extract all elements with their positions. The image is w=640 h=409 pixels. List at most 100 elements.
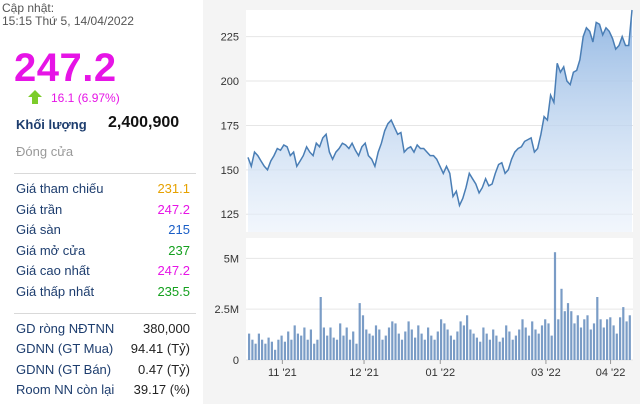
volume-value: 2,400,900 bbox=[108, 114, 180, 131]
volume-bar bbox=[524, 327, 527, 360]
stat-label: Giá tham chiếu bbox=[16, 181, 104, 196]
volume-bar bbox=[329, 327, 332, 360]
volume-bar bbox=[537, 333, 540, 360]
volume-bar bbox=[427, 327, 430, 360]
quote-panel: Cập nhật: 15:15 Thứ 5, 14/04/2022 247.2 … bbox=[0, 0, 200, 404]
volume-bar bbox=[547, 323, 550, 360]
volume-bar bbox=[293, 325, 296, 360]
stat-value: 247.2 bbox=[157, 201, 190, 217]
volume-bar bbox=[596, 297, 599, 360]
volume-bar bbox=[518, 329, 521, 360]
stat-label: Giá mở cửa bbox=[16, 242, 86, 258]
volume-bar bbox=[404, 331, 407, 360]
volume-bar bbox=[391, 321, 394, 360]
volume-bar bbox=[361, 315, 365, 360]
x-tick-label: 12 '21 bbox=[349, 367, 379, 379]
volume-bar bbox=[482, 327, 485, 360]
volume-bar bbox=[456, 331, 459, 360]
volume-bar bbox=[374, 325, 378, 360]
stat-value: 247.2 bbox=[157, 263, 190, 279]
volume-bar bbox=[534, 329, 537, 360]
chart-panel: 125 150 175 200 225 0 2.5M 5M 11 '21 12 '21 01 '22… bbox=[203, 0, 640, 404]
volume-bar bbox=[459, 321, 462, 360]
price-area bbox=[248, 10, 632, 232]
volume-bar bbox=[563, 311, 566, 360]
volume-bar bbox=[283, 341, 286, 360]
volume-bar bbox=[527, 335, 531, 360]
volume-bar bbox=[485, 333, 488, 360]
volume-bar bbox=[492, 329, 495, 360]
volume-tick-label: 5M bbox=[224, 253, 239, 265]
volume-bar bbox=[475, 337, 478, 360]
volume-bar bbox=[592, 323, 596, 360]
volume-bar bbox=[472, 333, 475, 360]
current-price: 247.2 bbox=[14, 46, 117, 90]
volume-bar bbox=[414, 337, 417, 360]
volume-bar bbox=[348, 339, 352, 360]
volume-bar bbox=[358, 303, 361, 360]
volume-bar bbox=[488, 339, 491, 360]
volume-bar bbox=[583, 319, 586, 360]
volume-bar bbox=[335, 339, 339, 360]
volume-bar bbox=[274, 349, 277, 360]
volume-bar bbox=[508, 331, 511, 360]
volume-tick-label: 2.5M bbox=[215, 304, 239, 316]
volume-bar bbox=[300, 335, 303, 360]
volume-bar bbox=[397, 333, 400, 360]
volume-bar bbox=[394, 323, 397, 360]
volume-bar bbox=[566, 303, 570, 360]
stat-label: Giá cao nhất bbox=[16, 263, 90, 279]
volume-bar bbox=[606, 319, 609, 360]
volume-bar bbox=[479, 341, 482, 360]
price-tick-label: 200 bbox=[221, 76, 239, 88]
stat-label: GDNN (GT Mua) bbox=[16, 341, 114, 357]
volume-bar bbox=[270, 341, 273, 360]
volume-bar bbox=[615, 333, 618, 360]
x-tick-label: 01 '22 bbox=[425, 367, 455, 379]
price-tick-label: 125 bbox=[221, 209, 239, 221]
volume-bar bbox=[287, 331, 290, 360]
volume-bar bbox=[453, 339, 456, 360]
volume-bar bbox=[430, 335, 433, 360]
stat-value: 0.47 (Tỷ) bbox=[137, 361, 190, 377]
x-tick-label: 03 '22 bbox=[531, 367, 561, 379]
volume-bar bbox=[368, 333, 371, 360]
volume-bar bbox=[306, 339, 309, 360]
volume-bar bbox=[576, 315, 579, 360]
stat-value: 231.1 bbox=[157, 181, 190, 196]
price-volume-chart[interactable]: 125 150 175 200 225 0 2.5M 5M 11 '21 12 '21 01 '22… bbox=[203, 0, 640, 404]
volume-bar bbox=[352, 331, 355, 360]
stat-label: Giá trần bbox=[16, 201, 63, 217]
volume-bar bbox=[602, 327, 605, 360]
volume-bar bbox=[319, 297, 322, 360]
volume-bar bbox=[371, 335, 374, 360]
stat-label: GDNN (GT Bán) bbox=[16, 361, 112, 377]
volume-bar bbox=[443, 323, 446, 360]
stat-row: Giá thấp nhất 235.5 bbox=[16, 284, 190, 304]
volume-bar bbox=[309, 329, 312, 360]
volume-label: Khối lượng bbox=[16, 117, 87, 132]
x-tick-label: 11 '21 bbox=[268, 367, 297, 379]
session-status: Đóng cửa bbox=[16, 144, 74, 159]
stat-value: 94.41 (Tỷ) bbox=[130, 341, 190, 357]
volume-bar bbox=[410, 329, 413, 360]
volume-bar bbox=[469, 329, 472, 360]
volume-bar bbox=[531, 321, 534, 360]
stat-row: Giá sàn 215 bbox=[16, 222, 190, 242]
volume-bar bbox=[466, 315, 469, 360]
stat-row: Giá mở cửa 237 bbox=[16, 243, 190, 263]
volume-bar bbox=[609, 317, 612, 360]
volume-bar bbox=[280, 335, 283, 360]
volume-bar bbox=[345, 327, 348, 360]
volume-bar bbox=[514, 335, 517, 360]
volume-bar bbox=[384, 335, 387, 360]
volume-bar bbox=[440, 319, 443, 360]
stat-row: GD ròng NĐTNN 380,000 bbox=[16, 321, 190, 341]
volume-bar bbox=[619, 317, 622, 360]
volume-bar bbox=[544, 319, 547, 360]
volume-bar bbox=[511, 339, 514, 360]
price-tick-label: 175 bbox=[221, 120, 239, 132]
volume-tick-label: 0 bbox=[233, 355, 239, 367]
divider bbox=[14, 313, 196, 314]
volume-bar bbox=[342, 335, 345, 360]
